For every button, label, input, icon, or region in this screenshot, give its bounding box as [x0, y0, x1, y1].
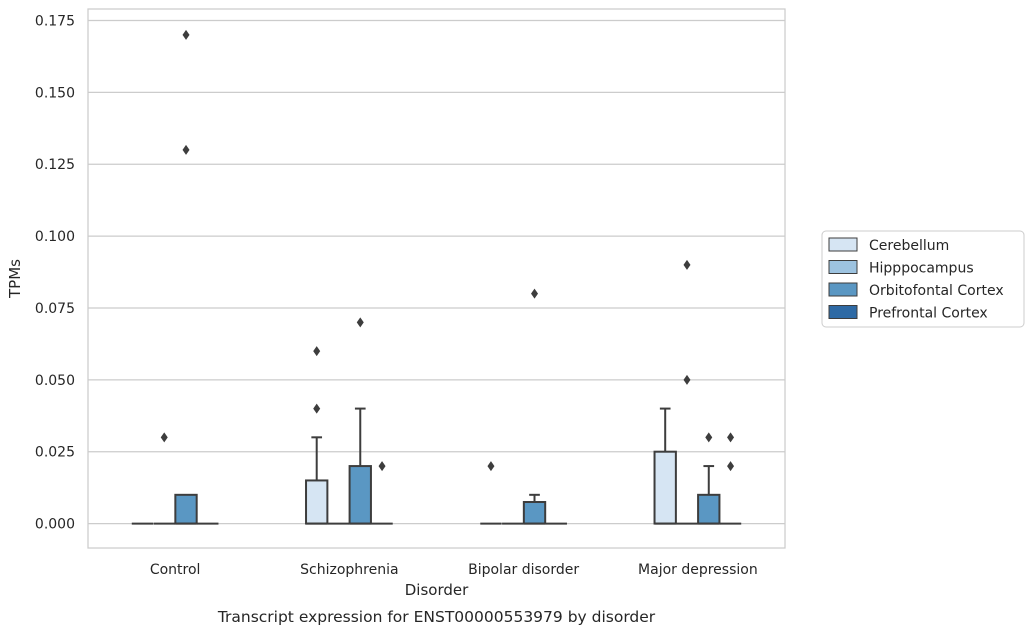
box-body — [174, 493, 198, 525]
grid-lines — [88, 19, 785, 525]
box-1-3 — [676, 259, 698, 525]
x-tick-label: Bipolar disorder — [468, 562, 579, 578]
x-tick-label: Schizophrenia — [300, 562, 398, 578]
outlier-point — [727, 461, 735, 472]
legend-label: Prefrontal Cortex — [869, 306, 988, 322]
legend-label: Cerebellum — [869, 238, 949, 254]
box-2-0 — [174, 29, 198, 525]
box-3-1 — [371, 461, 393, 525]
legend-label: Orbitofontal Cortex — [869, 283, 1004, 299]
y-tick-label: 0.125 — [35, 157, 75, 173]
y-tick-label: 0.150 — [35, 85, 75, 101]
x-axis-title: Disorder — [405, 581, 469, 599]
legend-swatch — [828, 260, 858, 274]
outlier-point — [531, 288, 539, 299]
y-tick-label: 0.025 — [35, 445, 75, 461]
box-0-3 — [653, 407, 677, 525]
plot-area-frame — [87, 8, 786, 549]
box-0-2 — [480, 461, 502, 525]
x-tick-label: Major depression — [638, 562, 758, 578]
x-tick-labels: Control Schizophrenia Bipolar disorder Majo… — [150, 562, 758, 578]
outlier-point — [683, 374, 691, 385]
outlier-point — [705, 432, 713, 443]
legend-frame — [821, 230, 1025, 328]
legend-label: Hipppocampus — [869, 261, 974, 277]
box-2-3 — [697, 432, 721, 525]
y-tick-label: 0.175 — [35, 13, 75, 29]
legend-swatch — [828, 237, 858, 252]
y-tick-label: 0.050 — [35, 373, 75, 389]
box-2-1 — [348, 317, 372, 525]
box-body — [697, 493, 721, 525]
chart-caption: Transcript expression for ENST0000055397… — [217, 608, 656, 626]
y-tick-label: 0.075 — [35, 301, 75, 317]
outlier-point — [313, 403, 321, 414]
box-body — [305, 479, 329, 525]
box-0-1 — [305, 346, 329, 525]
y-tick-labels: 0.000 0.025 0.050 0.075 0.100 0.125 0.150 0.175 — [35, 13, 75, 532]
x-tick-label: Control — [150, 562, 201, 578]
legend-swatch — [828, 305, 858, 319]
outlier-point — [378, 461, 386, 472]
y-axis-title: TPMs — [6, 259, 24, 299]
legend-swatch — [828, 282, 858, 297]
outlier-point — [313, 346, 321, 357]
box-body — [522, 501, 547, 525]
outlier-point — [727, 432, 735, 443]
outlier-point — [356, 317, 364, 328]
legend: Cerebellum Hipppocampus Orbitofontal Corte… — [821, 230, 1025, 328]
box-2-2 — [522, 288, 547, 525]
box-3-3 — [719, 432, 742, 525]
box-body — [348, 465, 372, 525]
y-tick-label: 0.100 — [35, 229, 75, 245]
outlier-point — [487, 461, 495, 472]
box-body — [653, 450, 677, 525]
outlier-point — [683, 259, 691, 270]
box-1-0 — [153, 432, 175, 525]
outlier-point — [160, 432, 168, 443]
outlier-point — [182, 144, 190, 155]
outlier-point — [182, 29, 190, 40]
y-tick-label: 0.000 — [35, 517, 75, 533]
box-marks — [131, 29, 742, 525]
